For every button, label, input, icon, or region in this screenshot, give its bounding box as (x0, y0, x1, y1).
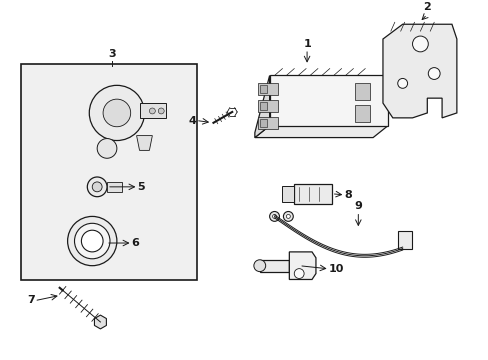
Circle shape (89, 85, 144, 140)
Polygon shape (254, 76, 269, 138)
Polygon shape (382, 24, 456, 118)
Circle shape (286, 215, 290, 219)
Text: 2: 2 (423, 3, 430, 12)
Circle shape (67, 216, 117, 266)
Circle shape (97, 139, 117, 158)
Circle shape (74, 223, 110, 259)
Circle shape (397, 78, 407, 88)
Text: 5: 5 (137, 182, 145, 192)
Text: 10: 10 (328, 264, 344, 274)
Bar (257, 100, 277, 112)
Circle shape (269, 211, 279, 221)
Circle shape (149, 108, 155, 114)
Circle shape (158, 108, 164, 114)
Polygon shape (94, 315, 106, 329)
Bar (259, 102, 266, 110)
Circle shape (87, 177, 107, 197)
Bar (282, 186, 294, 202)
Bar (259, 85, 266, 93)
Text: 4: 4 (188, 116, 196, 126)
Polygon shape (259, 260, 289, 271)
Bar (294, 184, 331, 204)
Text: 6: 6 (131, 238, 139, 248)
Text: 3: 3 (108, 49, 116, 59)
Bar (257, 117, 277, 129)
Bar (259, 119, 266, 127)
Bar (257, 84, 277, 95)
Circle shape (427, 68, 439, 80)
Circle shape (253, 260, 265, 271)
Text: 9: 9 (354, 202, 362, 211)
Polygon shape (269, 76, 387, 126)
Polygon shape (107, 182, 122, 192)
Circle shape (103, 99, 130, 127)
Bar (355, 105, 369, 122)
Circle shape (294, 269, 304, 279)
Polygon shape (289, 252, 315, 279)
Polygon shape (254, 126, 387, 138)
Circle shape (81, 230, 103, 252)
Circle shape (92, 182, 102, 192)
Polygon shape (136, 136, 152, 150)
Text: 1: 1 (303, 39, 310, 49)
Polygon shape (139, 103, 166, 118)
Bar (355, 84, 369, 100)
Bar (21, 64, 196, 280)
Bar (397, 231, 411, 249)
Circle shape (412, 36, 427, 52)
Text: 7: 7 (27, 295, 35, 305)
Text: 8: 8 (344, 190, 351, 200)
Circle shape (283, 211, 293, 221)
Circle shape (272, 215, 276, 219)
